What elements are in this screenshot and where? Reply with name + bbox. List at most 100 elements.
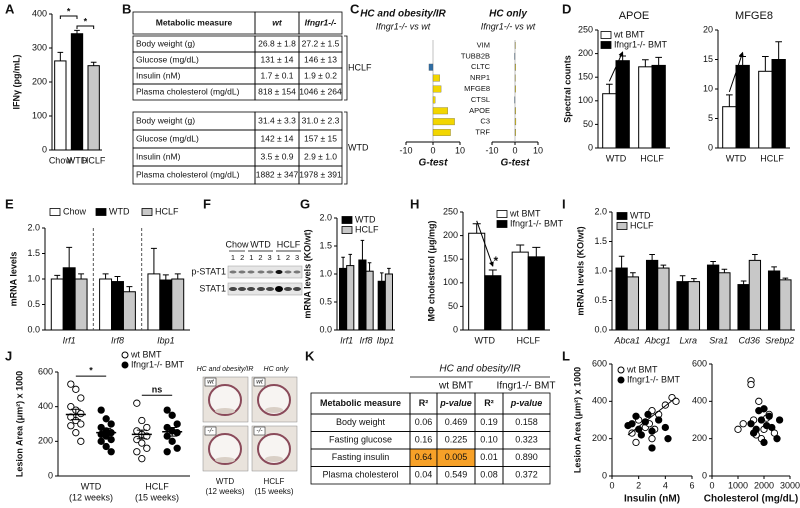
micrograph-caption: (15 weeks) [254, 487, 293, 496]
error-bar [348, 253, 353, 266]
category-label: TRF [475, 128, 490, 137]
blot-lane: 2 [258, 253, 262, 262]
x-tick-label: WTD [81, 481, 102, 491]
x-tick-label: 0 [430, 145, 435, 155]
bar [514, 118, 517, 126]
table-text: 0.16 [415, 435, 433, 445]
panel-label: E [5, 196, 14, 211]
bar [432, 85, 442, 93]
sem-bar [167, 426, 178, 437]
x-tick-label: HCLF [640, 153, 664, 163]
bar [432, 96, 436, 104]
bar [514, 129, 516, 136]
bar [651, 64, 666, 149]
table-text: 0.225 [445, 435, 468, 445]
micrograph-title: HC only [264, 366, 289, 373]
table-text: 1.9 ± 0.2 [304, 70, 337, 80]
bar [111, 281, 124, 331]
error-bar [114, 275, 121, 282]
error-bar [726, 94, 733, 107]
table-text: Ifngr1-/- [305, 17, 337, 27]
data-point [762, 421, 771, 430]
bar [147, 273, 161, 331]
table-text: p-value [510, 398, 543, 408]
blot-lane: 2 [286, 253, 290, 262]
y-tick-label: 200 [443, 230, 458, 240]
bar [62, 267, 76, 331]
table-text: 146 ± 13 [304, 54, 337, 64]
micrograph-label: wt [207, 379, 215, 386]
table-text: wt [272, 17, 283, 27]
data-point [648, 444, 656, 452]
error-bar [367, 262, 372, 272]
data-point [107, 420, 115, 428]
table-group-header: wt BMT [438, 381, 473, 392]
error-bar [150, 247, 157, 274]
y-tick-label: 1.0 [594, 265, 607, 275]
data-point [107, 435, 115, 444]
category-label: C3 [480, 117, 490, 126]
data-point [77, 420, 85, 428]
table-cell [502, 466, 551, 485]
legend-marker [617, 376, 625, 384]
table-title: HC and obesity/IR [439, 364, 520, 375]
x-axis-label: Insulin (nM) [624, 494, 680, 505]
y-tick-label: 600 [592, 358, 607, 368]
group-bracket [344, 111, 348, 185]
error-bar [341, 256, 345, 269]
data-point [765, 412, 773, 420]
micrograph-caption: WTD [216, 477, 234, 486]
x-tick-label: WTD [475, 335, 496, 345]
bar [171, 278, 185, 331]
legend-swatch [341, 226, 353, 234]
error-bar [90, 61, 97, 66]
x-tick-label: WTD [606, 153, 627, 163]
panel-label: F [203, 196, 211, 211]
y-tick-label: 200 [578, 48, 593, 58]
table-text: 0.469 [445, 417, 468, 427]
x-tick-label: HCLF [82, 155, 106, 165]
data-point [757, 416, 766, 424]
group-bracket [344, 35, 348, 101]
data-point [664, 435, 672, 443]
bar [615, 60, 630, 149]
table-text: 31.0 ± 2.3 [302, 115, 340, 125]
significance-label: * [493, 254, 498, 268]
error-bar [54, 274, 61, 279]
y-tick-label: 5 [708, 113, 713, 123]
data-point [138, 455, 146, 463]
y-axis-label: Lesion Area (μm²) x 1000 [572, 367, 582, 473]
table-text: Insulin (nM) [136, 151, 181, 161]
micrograph-tag [253, 426, 266, 436]
error-bar [516, 244, 525, 253]
chart-title: HC and obesity/IR [360, 9, 446, 20]
y-tick-label: 400 [38, 401, 53, 411]
y-tick-label: 0.5 [319, 296, 332, 306]
table-text: 1046 ± 264 [299, 86, 342, 96]
y-tick-label: 150 [578, 72, 593, 82]
category-label: MFGE8 [464, 84, 490, 93]
bar [779, 279, 792, 331]
table-text: 0.06 [415, 417, 433, 427]
micrograph-tag [204, 426, 217, 436]
y-tick-label: 1.5 [319, 240, 332, 250]
data-point [168, 437, 176, 445]
data-point [97, 437, 105, 445]
legend-label: WTD [355, 214, 376, 224]
legend-swatch [496, 210, 508, 218]
data-point [133, 448, 141, 456]
y-tick-label: 0 [708, 142, 713, 152]
arrow [476, 220, 494, 267]
blot-lane: 1 [249, 253, 253, 262]
y-tick-label: 0.5 [27, 299, 40, 309]
y-axis-label: mRNA levels (KO/wt) [575, 226, 585, 315]
panel-label: J [5, 348, 12, 363]
bar [159, 279, 173, 331]
data-point [624, 421, 632, 430]
bar [432, 107, 449, 115]
table-text: 818 ± 154 [258, 86, 296, 96]
y-axis-label: mRNA levels [8, 252, 18, 307]
table-text: 0.323 [515, 435, 538, 445]
bar [687, 281, 701, 331]
